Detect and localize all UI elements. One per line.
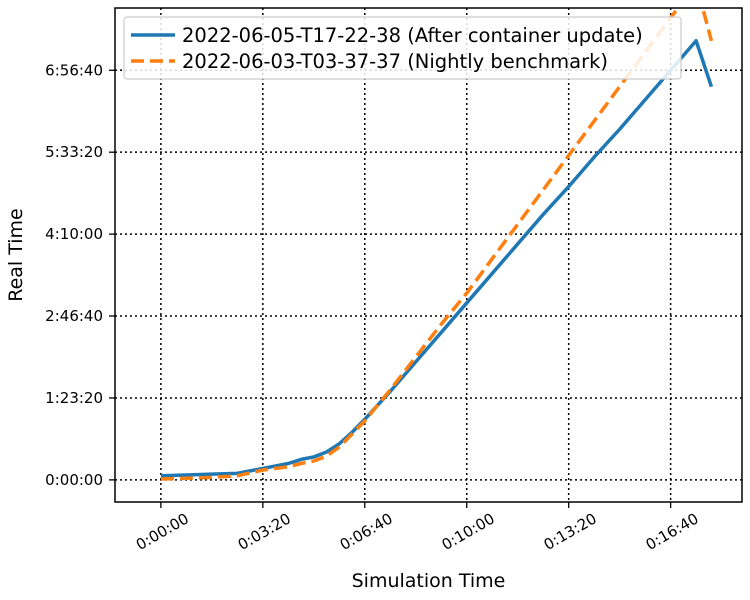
y-tick-label: 5:33:20 (45, 143, 103, 161)
tick-layer: 0:00:00 0:03:20 0:06:40 0:10:00 0:13:20 0:16:… (45, 61, 702, 554)
y-tick-label: 2:46:40 (45, 307, 103, 325)
x-tick-label: 0:13:20 (541, 509, 600, 554)
x-axis-label: Simulation Time (352, 570, 506, 592)
y-tick-label: 6:56:40 (45, 61, 103, 79)
y-axis-label: Real Time (5, 208, 27, 302)
y-tick-label: 4:10:00 (45, 225, 103, 243)
legend-label-after-container-update: 2022-06-05-T17-22-38 (After container up… (182, 24, 643, 47)
y-tick-label: 1:23:20 (45, 389, 103, 407)
series-line-nightly-benchmark (160, 8, 714, 481)
y-tick-label: 0:00:00 (45, 471, 103, 489)
x-tick-label: 0:16:40 (643, 509, 702, 554)
plot-frame (114, 7, 743, 503)
legend-label-nightly-benchmark: 2022-06-03-T03-37-37 (Nightly benchmark) (182, 50, 608, 73)
x-tick-label: 0:10:00 (439, 509, 498, 554)
series-line-after-container-update (160, 39, 714, 478)
legend-box (123, 16, 682, 80)
grid-layer (115, 8, 742, 502)
x-tick-label: 0:03:20 (235, 509, 294, 554)
x-tick-label: 0:00:00 (133, 509, 192, 554)
legend: 2022-06-05-T17-22-38 (After container up… (123, 16, 682, 80)
series-layer (160, 8, 714, 481)
x-tick-label: 0:06:40 (337, 509, 396, 554)
